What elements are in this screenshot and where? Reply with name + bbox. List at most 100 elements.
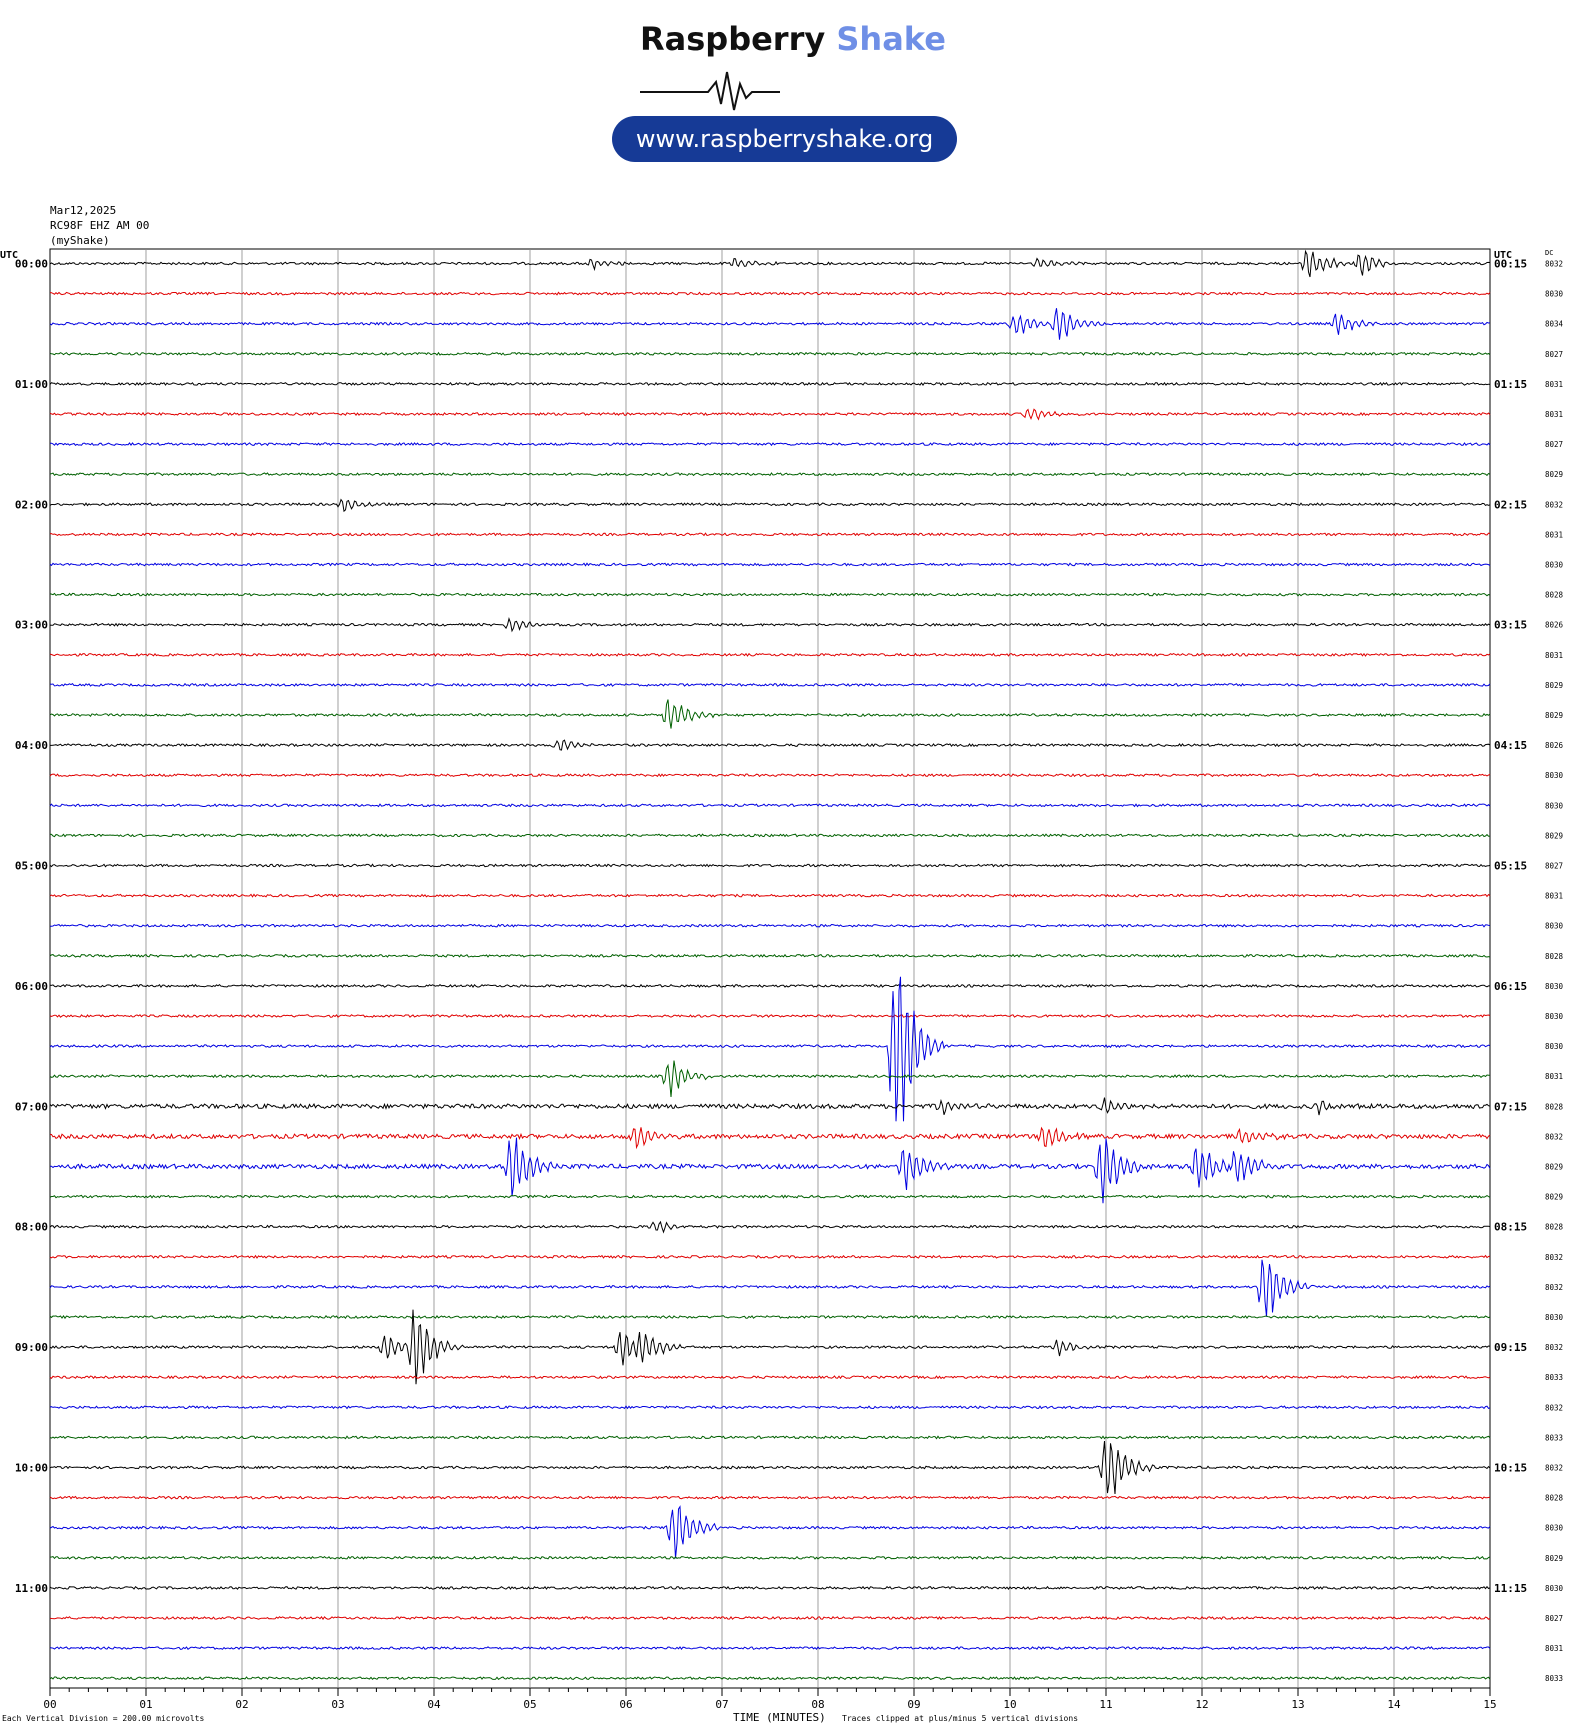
trace-row-line	[49, 682, 1491, 687]
x-tick-label: 04	[427, 1698, 441, 1711]
row-label-right: 07:15	[1494, 1100, 1527, 1113]
x-tick-label: 08	[811, 1698, 824, 1711]
trace-row-line	[49, 1435, 1491, 1440]
dc-value-label: 8028	[1545, 1223, 1564, 1232]
trace-row-line	[49, 833, 1491, 838]
row-label-right: 09:15	[1494, 1341, 1527, 1354]
website-url-badge[interactable]: www.raspberryshake.org	[612, 116, 957, 162]
trace-row-line	[49, 1615, 1491, 1621]
dc-value-label: 8030	[1545, 1042, 1564, 1051]
trace-row-line	[50, 1137, 1491, 1204]
brand-name-part2: Shake	[836, 20, 946, 58]
x-tick-label: 05	[523, 1698, 536, 1711]
trace-row-line	[49, 953, 1491, 958]
dc-value-label: 8026	[1545, 621, 1564, 630]
dc-value-label: 8032	[1545, 1132, 1563, 1141]
trace-row-line	[49, 1126, 1491, 1150]
dc-value-label: 8027	[1545, 862, 1563, 871]
row-label-right: 06:15	[1494, 980, 1527, 993]
dc-value-label: 8031	[1545, 380, 1563, 389]
dc-value-label: 8026	[1545, 741, 1564, 750]
date-label: Mar12,2025	[50, 204, 117, 217]
row-label-right: 03:15	[1494, 619, 1527, 632]
trace-row-line	[49, 1097, 1491, 1116]
dc-value-label: 8030	[1545, 1524, 1564, 1533]
plot-frame	[49, 248, 1491, 1689]
row-label-right: 02:15	[1494, 498, 1527, 511]
trace-row-line	[49, 1585, 1491, 1590]
dc-value-label: 8033	[1545, 1433, 1563, 1442]
trace-row-line	[49, 976, 1491, 1122]
dc-value-label: 8030	[1545, 801, 1564, 810]
trace-row-line	[49, 1440, 1491, 1495]
x-tick-label: 10	[1003, 1698, 1016, 1711]
trace-row-line	[49, 351, 1491, 356]
row-label-left: 04:00	[15, 739, 48, 752]
trace-row-line	[49, 863, 1491, 868]
x-tick-label: 11	[1099, 1698, 1112, 1711]
right-axis-label: UTC	[1494, 250, 1512, 261]
dc-value-label: 8033	[1545, 1674, 1563, 1683]
row-label-right: 05:15	[1494, 860, 1527, 873]
dc-value-label: 8030	[1545, 771, 1564, 780]
trace-row-line	[49, 803, 1491, 808]
dc-axis-label: DC	[1545, 249, 1553, 257]
row-label-left: 00:00	[15, 258, 48, 271]
dc-value-label: 8032	[1545, 500, 1563, 509]
row-label-left: 09:00	[15, 1341, 48, 1354]
trace-row-line	[49, 652, 1491, 657]
trace-row-line	[49, 498, 1491, 513]
row-label-left: 07:00	[15, 1100, 48, 1113]
dc-value-label: 8029	[1545, 1554, 1563, 1563]
raspberry-shake-logo: Raspberry Shake www.raspberryshake.org	[600, 18, 980, 168]
trace-row-line	[49, 249, 1491, 278]
dc-value-label: 8030	[1545, 290, 1564, 299]
dc-value-label: 8029	[1545, 470, 1563, 479]
row-label-right: 11:15	[1494, 1582, 1527, 1595]
trace-row-line	[49, 1254, 1491, 1259]
row-label-left: 01:00	[15, 378, 48, 391]
dc-value-label: 8030	[1545, 561, 1564, 570]
row-label-left: 10:00	[15, 1462, 48, 1475]
trace-row-line	[49, 616, 1491, 633]
dc-value-label: 8033	[1545, 1373, 1563, 1382]
dc-value-label: 8032	[1545, 1343, 1563, 1352]
x-tick-label: 06	[619, 1698, 632, 1711]
x-tick-label: 14	[1387, 1698, 1401, 1711]
trace-row-line	[49, 1194, 1491, 1199]
x-tick-label: 15	[1483, 1698, 1496, 1711]
dc-value-label: 8029	[1545, 711, 1563, 720]
dc-value-label: 8027	[1545, 1614, 1563, 1623]
trace-row-line	[49, 381, 1491, 387]
row-label-right: 00:15	[1494, 258, 1527, 271]
x-tick-label: 12	[1195, 1698, 1208, 1711]
dc-value-label: 8031	[1545, 651, 1563, 660]
trace-row-line	[49, 983, 1490, 989]
trace-row-line	[49, 472, 1491, 477]
dc-value-label: 8028	[1545, 1494, 1564, 1503]
row-label-left: 06:00	[15, 980, 48, 993]
dc-value-label: 8029	[1545, 1163, 1563, 1172]
trace-row-line	[49, 1505, 1491, 1559]
dc-value-label: 8028	[1545, 1102, 1564, 1111]
dc-value-label: 8029	[1545, 1193, 1563, 1202]
dc-value-label: 8028	[1545, 952, 1564, 961]
trace-row-line	[49, 1495, 1491, 1500]
dc-value-label: 8030	[1545, 1584, 1564, 1593]
trace-row-line	[49, 923, 1491, 928]
trace-row-line	[49, 893, 1491, 898]
x-tick-label: 13	[1291, 1698, 1304, 1711]
source-label: (myShake)	[50, 234, 110, 247]
trace-row-line	[49, 532, 1491, 537]
row-label-right: 08:15	[1494, 1221, 1527, 1234]
trace-row-line	[49, 562, 1491, 567]
trace-row-line	[49, 408, 1491, 421]
x-tick-label: 07	[715, 1698, 728, 1711]
station-label: RC98F EHZ AM 00	[50, 219, 150, 232]
left-axis-label: UTC	[0, 250, 18, 261]
trace-row-line	[49, 1309, 1491, 1385]
trace-row-line	[49, 1220, 1491, 1234]
row-label-right: 10:15	[1494, 1462, 1527, 1475]
row-label-left: 11:00	[15, 1582, 48, 1595]
